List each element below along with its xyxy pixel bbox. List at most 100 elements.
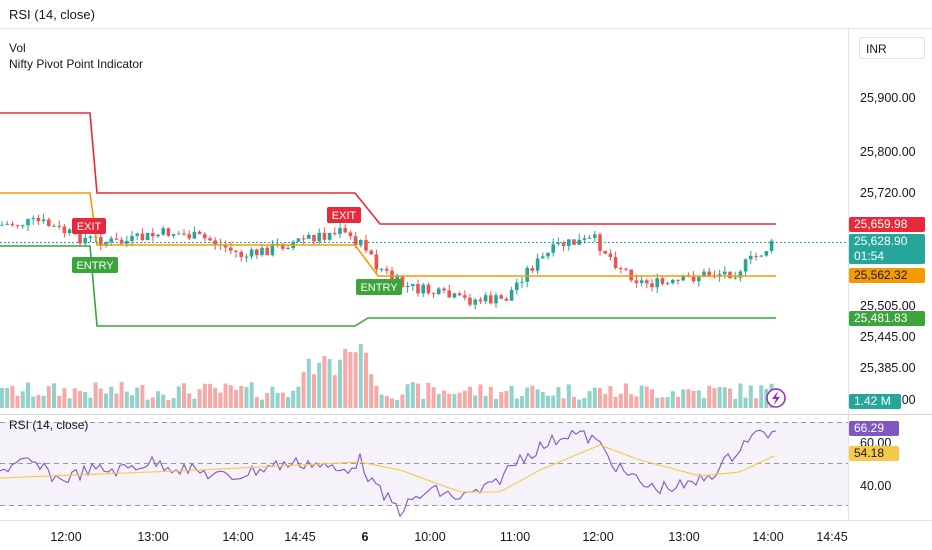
candle-body: [629, 269, 633, 281]
candle-body: [135, 233, 139, 236]
volume-bar: [150, 397, 155, 408]
volume-bar: [582, 397, 587, 408]
candle-body: [119, 239, 124, 244]
candle-body: [582, 238, 587, 240]
chart-title: RSI (14, close): [9, 7, 95, 22]
volume-bar: [629, 394, 634, 408]
volume-bar: [457, 392, 462, 408]
candle-body: [613, 257, 618, 269]
volume-bar: [566, 384, 571, 408]
candle-body: [660, 278, 665, 284]
candle-body: [125, 240, 129, 244]
volume-bar: [426, 382, 431, 408]
volume-bar: [192, 398, 197, 408]
volume-bar: [57, 395, 62, 408]
volume-bar: [530, 385, 535, 408]
candle-body: [400, 276, 405, 287]
volume-bar: [618, 393, 623, 408]
candle-body: [171, 234, 176, 236]
candle-body: [41, 219, 46, 222]
candle-body: [156, 234, 160, 237]
candle-body: [463, 295, 467, 298]
volume-bar: [483, 395, 488, 408]
price-tick-label: 25,900.00: [860, 91, 916, 105]
volume-bar: [130, 395, 134, 408]
volume-bar: [41, 395, 46, 408]
price-tick-label: 25,800.00: [860, 145, 916, 159]
volume-bar: [462, 390, 467, 408]
volume-bar: [171, 398, 176, 408]
volume-bar: [400, 394, 405, 408]
candle-body: [187, 234, 191, 239]
rsi-pane-label: RSI (14, close): [9, 418, 89, 432]
volume-bar: [306, 358, 311, 408]
candle-body: [83, 237, 87, 244]
volume-bar: [670, 391, 675, 408]
volume-bar: [275, 392, 280, 408]
candle-body: [723, 271, 727, 275]
candle-body: [88, 236, 93, 238]
candle-body: [515, 282, 519, 291]
volume-bar: [228, 385, 233, 408]
volume-bar: [358, 344, 363, 408]
candle-body: [426, 284, 431, 294]
exit-badge-1: EXIT: [72, 218, 106, 234]
candle-body: [104, 241, 108, 246]
candle-body: [494, 295, 498, 304]
candle-body: [161, 228, 165, 235]
volume-bar: [712, 388, 717, 408]
candle-body: [47, 219, 51, 227]
volume-bar: [291, 390, 296, 408]
candle-body: [546, 252, 550, 257]
candle-body: [603, 250, 607, 254]
volume-bar: [176, 386, 181, 408]
candle-body: [296, 238, 301, 242]
volume-bar: [525, 387, 530, 408]
legend-vol: Vol: [9, 41, 26, 55]
support-price-tag: 25,481.83: [849, 311, 925, 326]
volume-bar: [161, 394, 166, 408]
volume-bar: [488, 386, 493, 408]
volume-bar: [707, 385, 712, 408]
candle-body: [676, 279, 680, 281]
volume-bar: [109, 386, 114, 408]
last-price-value: 25,628.90: [854, 234, 908, 248]
time-tick-label: 11:00: [500, 530, 530, 544]
candle-body: [130, 235, 134, 241]
candle-body: [322, 232, 327, 240]
candle-body: [374, 254, 379, 270]
candle-body: [473, 299, 477, 305]
exit-badge-2-text: EXIT: [332, 210, 357, 222]
volume-bar: [681, 389, 686, 408]
candle-body: [364, 240, 368, 251]
volume-bar: [644, 386, 649, 408]
volume-bar: [114, 393, 119, 408]
volume-bar: [514, 398, 519, 408]
candle-body: [239, 251, 243, 257]
candle-body: [587, 237, 592, 239]
candle-body: [504, 298, 509, 301]
time-tick-label: 14:45: [816, 530, 847, 544]
price-tick-label: 25,385.00: [860, 361, 916, 375]
volume-bar: [395, 399, 400, 408]
volume-bar: [88, 397, 93, 408]
candle-body: [442, 288, 446, 291]
candle-body: [281, 243, 285, 249]
entry-badge-2: ENTRY: [356, 279, 402, 295]
candle-body: [338, 227, 342, 235]
lightning-icon[interactable]: [766, 388, 786, 408]
exit-badge-2: EXIT: [327, 207, 361, 223]
volume-bar: [478, 384, 483, 408]
volume-bar: [0, 388, 4, 408]
volume-bar: [145, 399, 150, 408]
candle-body: [650, 283, 654, 288]
candle-body: [192, 231, 197, 239]
volume-bar: [208, 383, 212, 408]
volume-bar: [239, 385, 244, 408]
volume-bar: [655, 397, 660, 408]
candle-body: [411, 283, 415, 286]
volume-bar: [743, 397, 748, 408]
candle-body: [697, 276, 701, 282]
currency-button[interactable]: INR: [859, 37, 925, 59]
